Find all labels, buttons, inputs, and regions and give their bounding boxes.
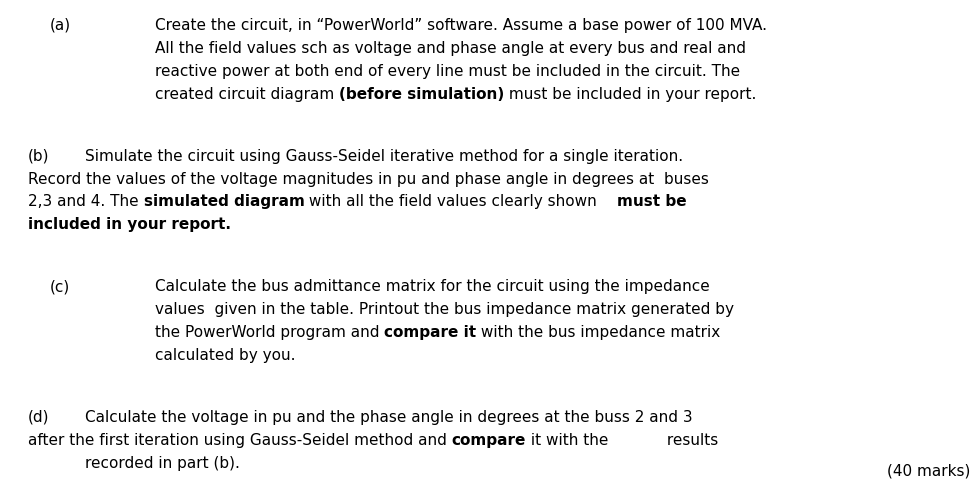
Text: after the first iteration using Gauss-Seidel method and: after the first iteration using Gauss-Se… [28, 433, 452, 448]
Text: included in your report.: included in your report. [28, 217, 231, 232]
Text: with the bus impedance matrix: with the bus impedance matrix [476, 325, 720, 340]
Text: Record the values of the voltage magnitudes in pu and phase angle in degrees at : Record the values of the voltage magnitu… [28, 172, 709, 186]
Text: reactive power at both end of every line must be included in the circuit. The: reactive power at both end of every line… [155, 64, 740, 79]
Text: calculated by you.: calculated by you. [155, 348, 296, 363]
Text: (b): (b) [28, 148, 50, 164]
Text: it with the            results: it with the results [526, 433, 718, 448]
Text: the PowerWorld program and: the PowerWorld program and [155, 325, 384, 340]
Text: simulated diagram: simulated diagram [143, 194, 305, 210]
Text: All the field values sch as voltage and phase angle at every bus and real and: All the field values sch as voltage and … [155, 41, 746, 56]
Text: (before simulation): (before simulation) [339, 87, 505, 102]
Text: compare: compare [452, 433, 526, 448]
Text: (d): (d) [28, 410, 50, 425]
Text: must be: must be [616, 194, 686, 210]
Text: created circuit diagram: created circuit diagram [155, 87, 339, 102]
Text: Calculate the voltage in pu and the phase angle in degrees at the buss 2 and 3: Calculate the voltage in pu and the phas… [85, 410, 693, 425]
Text: 2,3 and 4. The: 2,3 and 4. The [28, 194, 143, 210]
Text: (40 marks): (40 marks) [887, 463, 970, 478]
Text: (c): (c) [50, 279, 71, 294]
Text: (a): (a) [50, 18, 72, 33]
Text: values  given in the table. Printout the bus impedance matrix generated by: values given in the table. Printout the … [155, 302, 734, 317]
Text: with all the field values clearly shown: with all the field values clearly shown [305, 194, 616, 210]
Text: recorded in part (b).: recorded in part (b). [85, 456, 240, 471]
Text: compare it: compare it [384, 325, 476, 340]
Text: Create the circuit, in “PowerWorld” software. Assume a base power of 100 MVA.: Create the circuit, in “PowerWorld” soft… [155, 18, 767, 33]
Text: Simulate the circuit using Gauss-Seidel iterative method for a single iteration.: Simulate the circuit using Gauss-Seidel … [85, 148, 683, 164]
Text: Calculate the bus admittance matrix for the circuit using the impedance: Calculate the bus admittance matrix for … [155, 279, 710, 294]
Text: must be included in your report.: must be included in your report. [505, 87, 757, 102]
